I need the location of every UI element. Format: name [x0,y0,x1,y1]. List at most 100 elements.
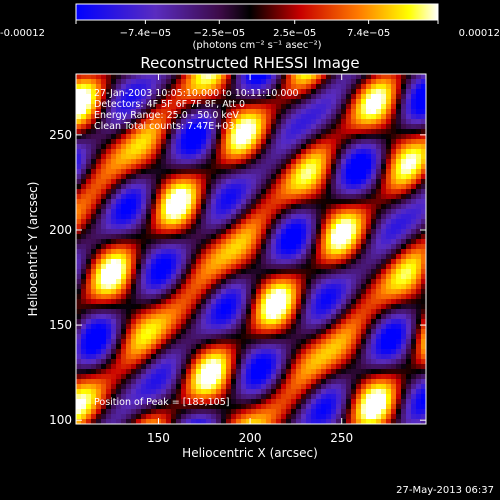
heatmap-cell [91,399,97,405]
heatmap-cell [416,194,422,200]
heatmap-cell [366,144,372,150]
heatmap-cell [126,114,132,120]
heatmap-cell [136,274,142,280]
heatmap-cell [86,309,92,315]
heatmap-cell [396,364,402,370]
heatmap-cell [336,79,342,85]
heatmap-cell [346,139,352,145]
heatmap-cell [181,304,187,310]
heatmap-cell [181,374,187,380]
heatmap-cell [261,89,267,95]
heatmap-cell [226,374,232,380]
heatmap-cell [121,349,127,355]
heatmap-cell [371,259,377,265]
heatmap-cell [381,279,387,285]
heatmap-cell [341,334,347,340]
heatmap-cell [411,369,417,375]
heatmap-cell [76,149,82,155]
heatmap-cell [216,229,222,235]
heatmap-cell [246,369,252,375]
heatmap-cell [201,174,207,180]
heatmap-cell [286,354,292,360]
heatmap-cell [241,74,247,80]
heatmap-cell [356,134,362,140]
heatmap-cell [171,79,177,85]
heatmap-cell [296,389,302,395]
heatmap-cell [406,404,412,410]
heatmap-cell [396,159,402,165]
heatmap-cell [106,249,112,255]
heatmap-cell [411,244,417,250]
heatmap-cell [291,354,297,360]
heatmap-cell [361,174,367,180]
heatmap-cell [91,114,97,120]
heatmap-cell [131,99,137,105]
heatmap-cell [336,174,342,180]
heatmap-cell [216,114,222,120]
heatmap-cell [296,419,302,425]
heatmap-cell [81,264,87,270]
heatmap-cell [316,99,322,105]
heatmap-cell [271,289,277,295]
heatmap-cell [251,349,257,355]
heatmap-cell [361,234,367,240]
heatmap-cell [201,349,207,355]
heatmap-cell [406,134,412,140]
heatmap-cell [226,224,232,230]
heatmap-cell [281,94,287,100]
heatmap-cell [151,419,157,425]
heatmap-cell [146,189,152,195]
heatmap-cell [181,159,187,165]
heatmap-cell [276,124,282,130]
heatmap-cell [351,259,357,265]
heatmap-cell [346,289,352,295]
heatmap-cell [256,119,262,125]
heatmap-cell [221,204,227,210]
heatmap-cell [196,169,202,175]
heatmap-cell [386,214,392,220]
heatmap-cell [401,129,407,135]
heatmap-cell [126,214,132,220]
heatmap-cell [411,154,417,160]
heatmap-cell [226,134,232,140]
heatmap-cell [236,419,242,425]
heatmap-cell [91,104,97,110]
heatmap-cell [91,299,97,305]
heatmap-cell [306,394,312,400]
heatmap-cell [301,119,307,125]
heatmap-cell [121,329,127,335]
heatmap-cell [231,164,237,170]
heatmap-cell [241,209,247,215]
heatmap-cell [166,224,172,230]
heatmap-cell [361,169,367,175]
heatmap-cell [96,164,102,170]
heatmap-cell [371,389,377,395]
heatmap-cell [366,289,372,295]
heatmap-cell [251,209,257,215]
heatmap-cell [356,364,362,370]
heatmap-cell [421,319,427,325]
heatmap-cell [101,89,107,95]
heatmap-cell [351,389,357,395]
heatmap-cell [421,174,427,180]
heatmap-cell [241,89,247,95]
heatmap-cell [231,399,237,405]
heatmap-cell [311,339,317,345]
heatmap-cell [146,314,152,320]
heatmap-cell [411,149,417,155]
heatmap-cell [181,379,187,385]
heatmap-cell [111,244,117,250]
heatmap-cell [156,159,162,165]
heatmap-cell [206,189,212,195]
heatmap-cell [321,279,327,285]
heatmap-cell [386,264,392,270]
heatmap-cell [171,304,177,310]
heatmap-cell [256,94,262,100]
heatmap-cell [371,279,377,285]
heatmap-cell [326,324,332,330]
heatmap-cell [231,239,237,245]
heatmap-cell [221,174,227,180]
heatmap-cell [371,84,377,90]
heatmap-cell [86,114,92,120]
heatmap-cell [236,314,242,320]
